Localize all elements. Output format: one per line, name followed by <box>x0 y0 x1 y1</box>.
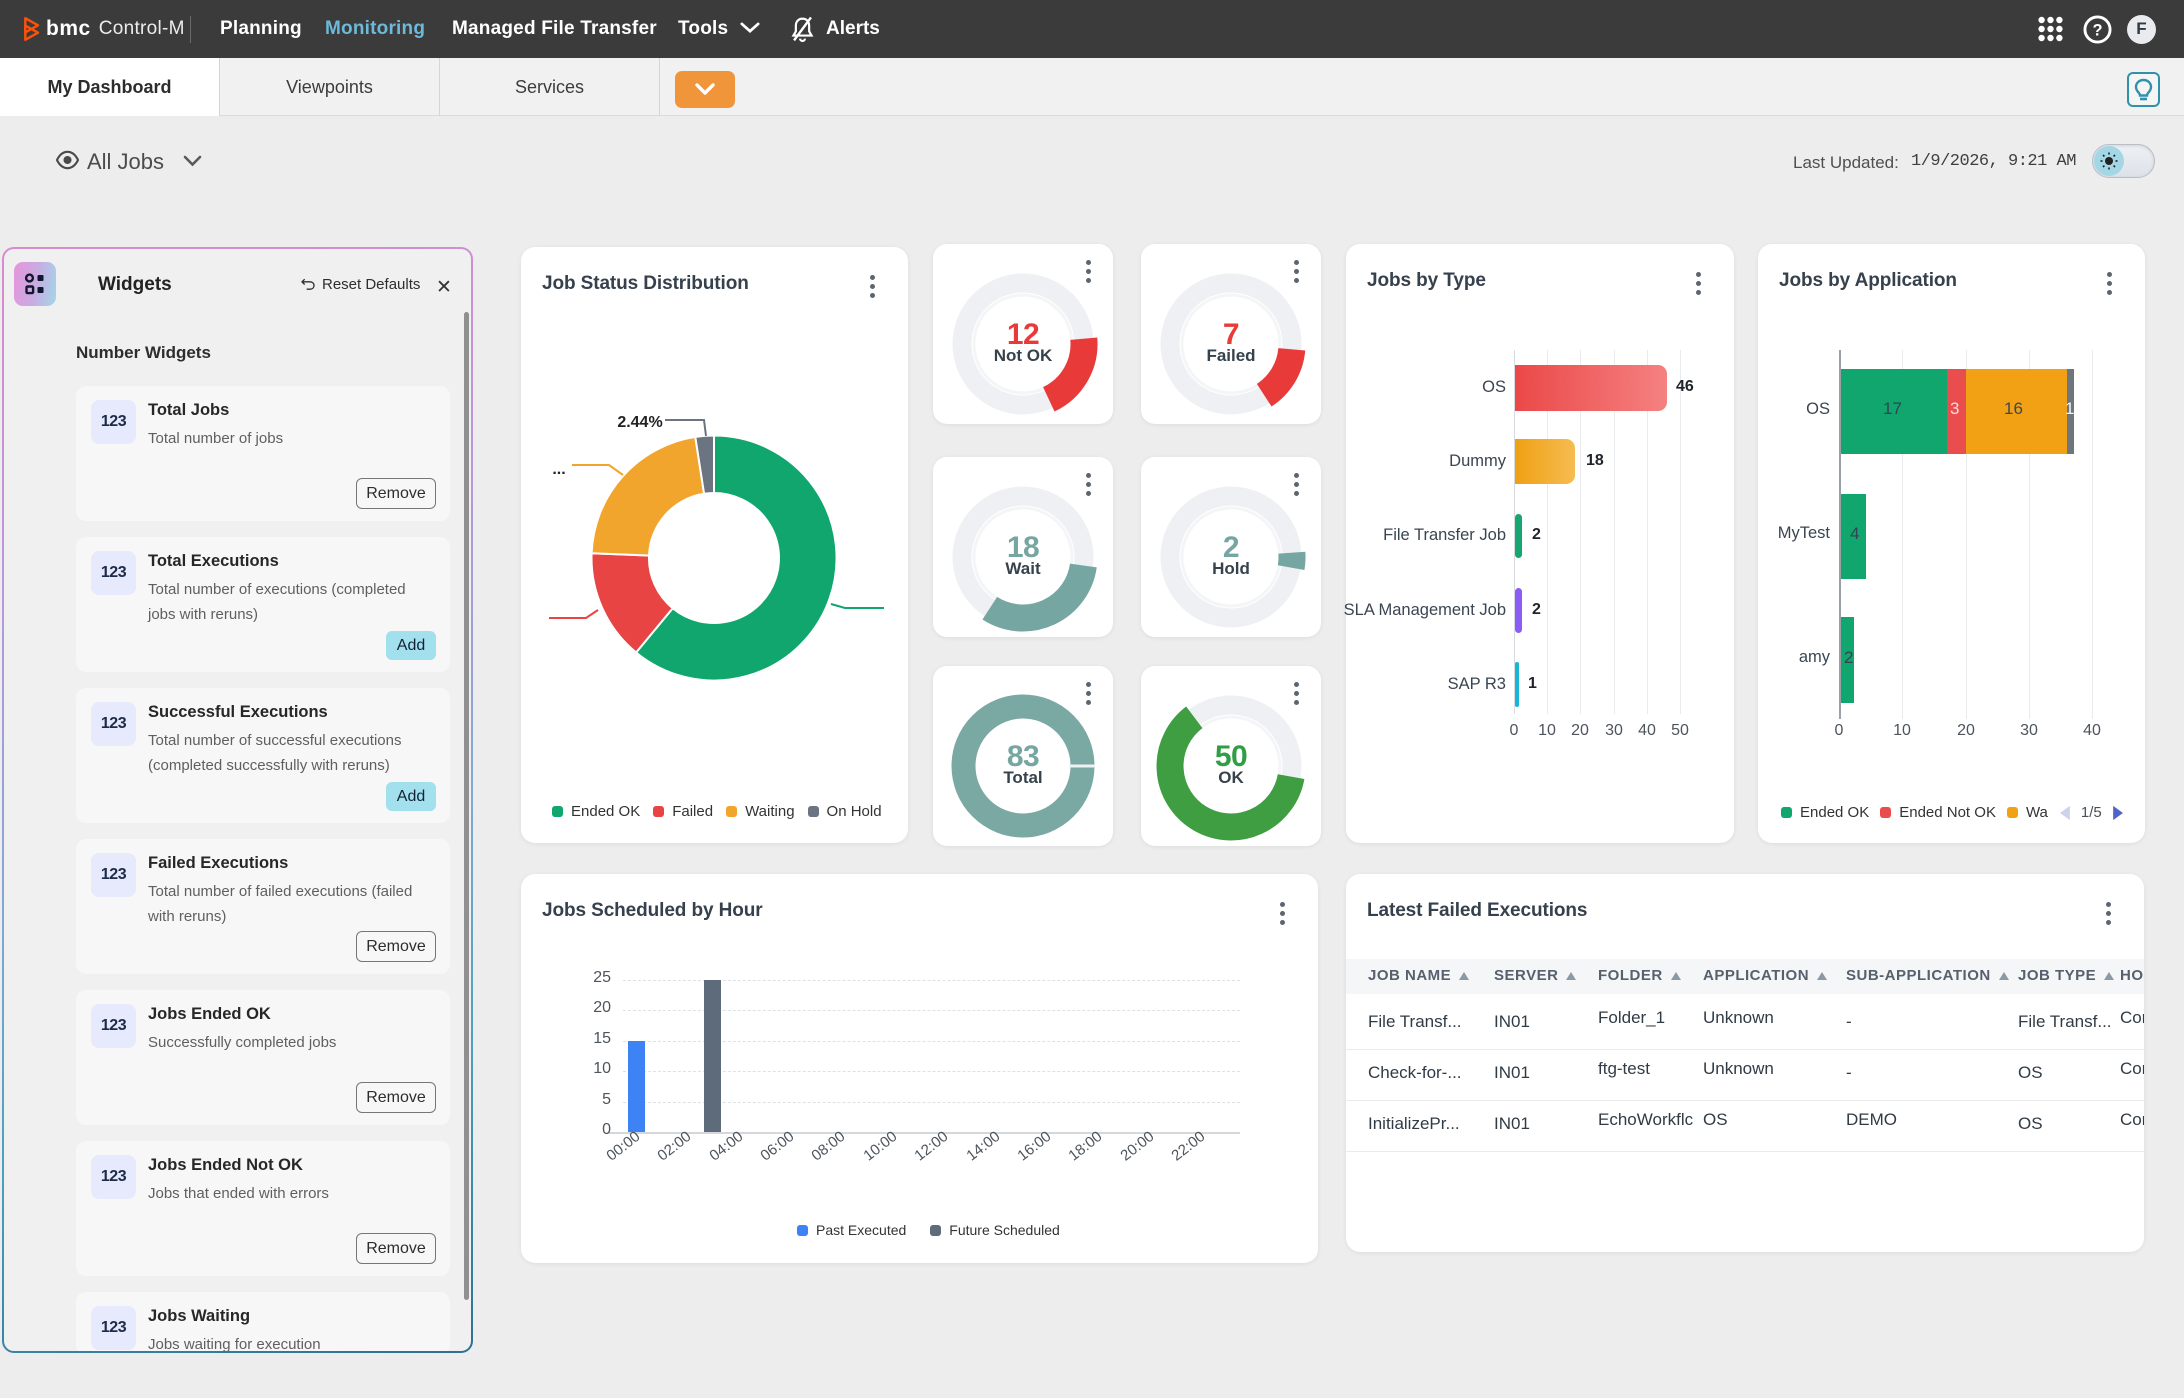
svg-text:...: ... <box>552 461 565 478</box>
svg-text:2.44%: 2.44% <box>617 414 662 431</box>
svg-text:?: ? <box>2092 21 2102 39</box>
